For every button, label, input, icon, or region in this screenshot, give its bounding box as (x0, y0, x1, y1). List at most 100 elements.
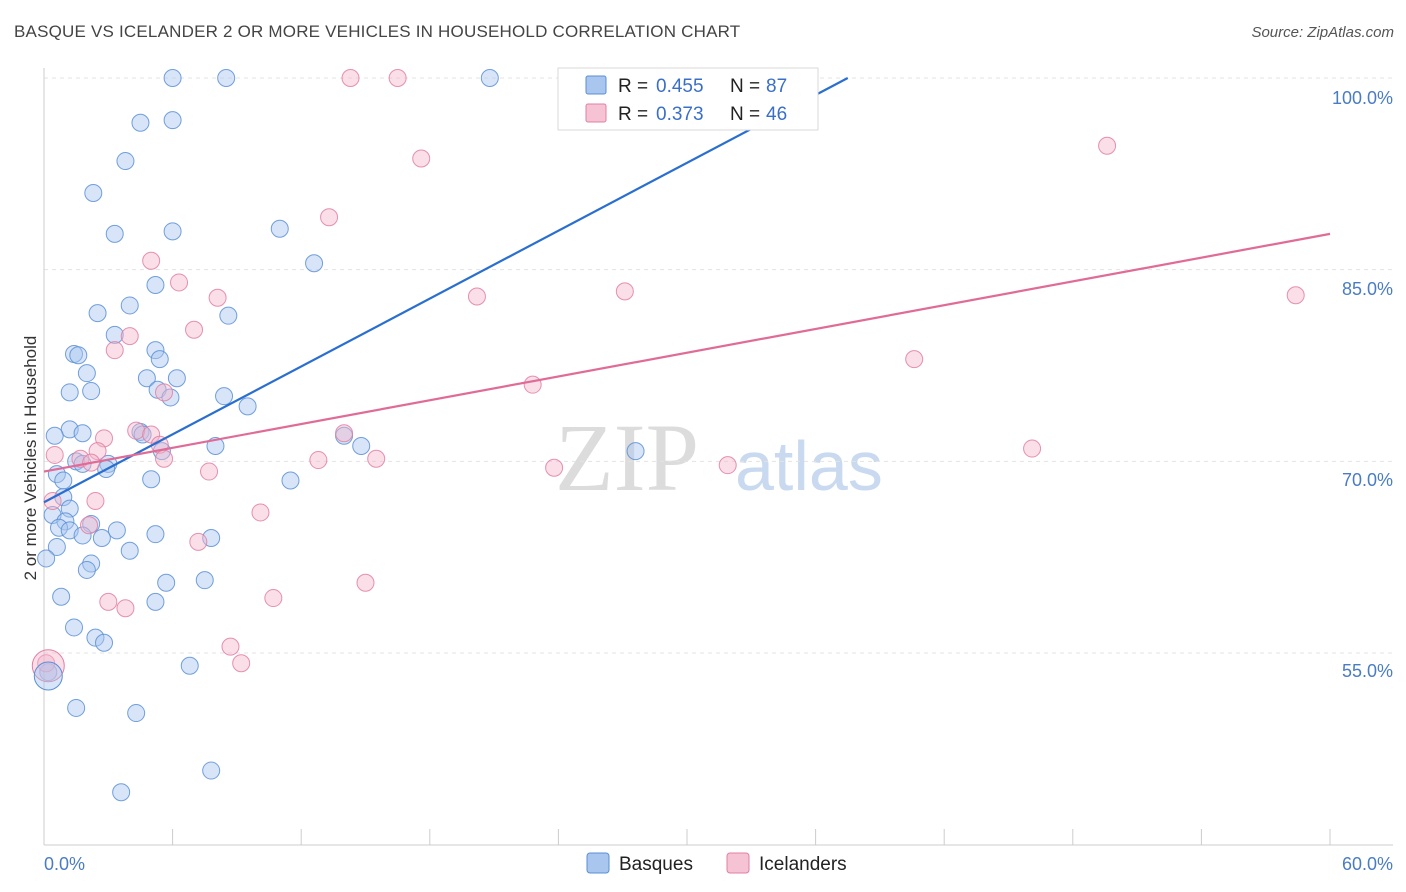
icelanders-point-23 (45, 445, 64, 464)
icelanders-point-4 (320, 208, 339, 227)
icelanders-point-0 (341, 69, 360, 87)
basques-point-63 (37, 549, 56, 568)
basques-point-25 (60, 383, 79, 402)
basques-point-10 (105, 224, 124, 243)
basques-point-61 (47, 537, 66, 556)
icelanders-point-34 (86, 491, 105, 510)
basques-point-2 (480, 69, 499, 87)
icelanders-point-16 (155, 383, 174, 402)
basques-point-67 (157, 573, 176, 592)
bottom-legend-icelanders: Icelanders (759, 854, 847, 875)
basques-point-65 (77, 560, 96, 579)
legend-r-value-2: 0.373 (656, 104, 704, 125)
icelanders-point-26 (155, 449, 174, 468)
y-tick-label-85: 85.0% (1342, 279, 1393, 299)
icelanders-point-37 (189, 532, 208, 551)
icelanders-point-large (31, 649, 65, 683)
basques-point-1 (217, 69, 236, 87)
basques-point-69 (146, 592, 165, 611)
basques-point-26 (82, 382, 101, 401)
basques-point-33 (45, 426, 64, 445)
basques-point-large (33, 661, 63, 691)
basques-point-16 (219, 306, 238, 325)
icelanders-trend-line (43, 232, 1331, 473)
icelanders-point-12 (120, 327, 139, 346)
basques-point-46 (54, 471, 73, 490)
icelanders-point-30 (1023, 439, 1042, 458)
icelanders-point-27 (309, 451, 328, 470)
basques-point-29 (215, 387, 234, 406)
gridlines (44, 77, 1393, 654)
y-axis-title: 2 or more Vehicles in Household (21, 336, 40, 581)
basques-point-0 (163, 69, 182, 87)
basques-point-70 (65, 618, 84, 637)
basques-point-68 (52, 587, 71, 606)
icelanders-point-10 (1286, 286, 1305, 305)
legend-r-label-1: R = (618, 76, 648, 97)
trend-lines (43, 77, 1331, 504)
basques-point-24 (167, 369, 186, 388)
basques-point-5 (131, 113, 150, 132)
icelanders-point-42 (221, 637, 240, 656)
basques-point-77 (202, 761, 221, 780)
icelanders-point-31 (545, 458, 564, 477)
bottom-legend-basques: Basques (619, 854, 693, 875)
icelanders-point-39 (264, 589, 283, 608)
basques-point-62 (120, 541, 139, 560)
series-legend: Basques Icelanders (586, 852, 847, 875)
basques-point-72 (95, 633, 114, 652)
basques-point-78 (112, 783, 131, 802)
icelanders-point-36 (80, 516, 99, 535)
legend-swatch-icelanders (585, 103, 607, 123)
basques-point-75 (67, 698, 86, 717)
basques-point-20 (69, 346, 88, 365)
basques-point-71 (86, 628, 105, 647)
icelanders-point-40 (99, 592, 118, 611)
basques-point-56 (107, 521, 126, 540)
basques-point-54 (50, 518, 69, 537)
basques-point-9 (163, 222, 182, 241)
icelanders-point-7 (208, 288, 227, 307)
basques-point-32 (73, 424, 92, 443)
icelanders-point-29 (718, 456, 737, 475)
basques-point-48 (281, 471, 300, 490)
basques-point-40 (626, 442, 645, 461)
basques-point-23 (137, 369, 156, 388)
icelanders-point-14 (905, 350, 924, 369)
legend-n-value-1: 87 (766, 76, 787, 97)
basques-point-74 (39, 663, 58, 682)
basques-point-59 (146, 525, 165, 544)
basques-point-47 (142, 470, 161, 489)
icelanders-point-11 (185, 320, 204, 339)
icelanders-point-41 (116, 599, 135, 618)
y-tick-label-100: 100.0% (1332, 88, 1393, 108)
basques-point-8 (84, 184, 103, 202)
legend-swatch-basques (585, 75, 607, 95)
legend-r-value-1: 0.455 (656, 76, 704, 97)
icelanders-point-43 (232, 654, 251, 673)
basques-point-58 (92, 529, 111, 547)
basques-point-13 (146, 276, 165, 294)
basques-point-37 (352, 437, 371, 455)
bottom-legend-swatch-icelanders (726, 852, 750, 874)
bottom-legend-swatch-basques (586, 852, 610, 874)
icelanders-point-35 (251, 503, 270, 522)
icelanders-point-6 (170, 273, 189, 292)
basques-point-21 (150, 350, 169, 369)
icelanders-point-2 (412, 149, 431, 168)
icelanders-point-19 (335, 424, 354, 443)
icelanders-point-13 (105, 341, 124, 360)
icelanders-point-15 (523, 375, 542, 394)
legend: R = 0.455 N = 87 R = 0.373 N = 46 (557, 67, 819, 131)
icelanders-point-21 (88, 442, 107, 461)
basques-point-15 (88, 304, 107, 323)
axes (43, 68, 1393, 846)
source-label: Source: ZipAtlas.com (1251, 24, 1394, 41)
basques-point-52 (56, 512, 75, 531)
y-tick-label-55: 55.0% (1342, 661, 1393, 681)
basques-point-12 (305, 254, 324, 273)
basques-point-18 (146, 341, 165, 360)
basques-point-11 (270, 219, 289, 238)
icelanders-point-28 (367, 449, 386, 468)
basques-point-30 (238, 397, 257, 416)
